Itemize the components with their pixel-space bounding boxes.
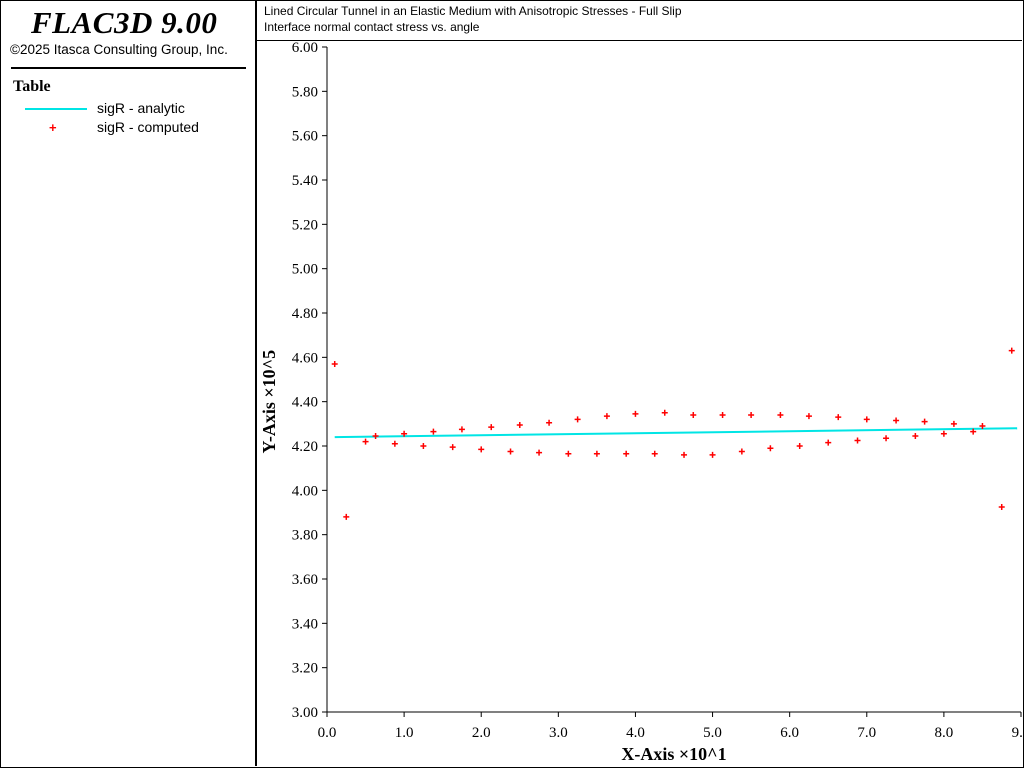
y-tick-label: 5.60 — [292, 129, 318, 145]
y-tick-label: 3.20 — [292, 661, 318, 677]
computed-data-point — [998, 503, 1005, 510]
x-tick-label: 4.0 — [626, 725, 645, 741]
y-tick-label: 3.40 — [292, 616, 318, 632]
computed-data-point — [805, 413, 812, 420]
x-tick-label: 5.0 — [703, 725, 722, 741]
data-series — [331, 347, 1018, 520]
y-tick-label: 4.20 — [292, 439, 318, 455]
y-tick-label: 4.40 — [292, 395, 318, 411]
computed-data-point — [343, 513, 350, 520]
computed-data-point — [883, 435, 890, 442]
legend-plus-marker-icon: + — [49, 120, 57, 135]
computed-data-point — [854, 437, 861, 444]
legend-line-swatch — [25, 108, 87, 110]
computed-data-point — [574, 416, 581, 423]
y-tick-label: 5.80 — [292, 84, 318, 100]
computed-data-point — [940, 430, 947, 437]
x-tick-label: 7.0 — [857, 725, 876, 741]
copyright-text: ©2025 Itasca Consulting Group, Inc. — [10, 42, 228, 57]
y-tick-label: 4.00 — [292, 483, 318, 499]
y-axis-label: Y-Axis ×10^5 — [259, 350, 279, 454]
legend-panel: FLAC3D 9.00 ©2025 Itasca Consulting Grou… — [1, 1, 257, 766]
x-tick-label: 1.0 — [395, 725, 414, 741]
computed-data-point — [391, 440, 398, 447]
computed-data-point — [796, 443, 803, 449]
computed-data-point — [516, 421, 523, 428]
axes — [322, 46, 1022, 717]
computed-data-point — [420, 443, 427, 449]
computed-data-point — [546, 419, 553, 426]
computed-data-point — [719, 411, 726, 418]
computed-data-point — [912, 433, 919, 440]
computed-data-point — [681, 451, 688, 458]
computed-data-point — [970, 428, 977, 435]
computed-data-point — [565, 450, 572, 457]
plot-subtitle: Interface normal contact stress vs. angl… — [264, 20, 480, 34]
y-tick-label: 4.60 — [292, 350, 318, 366]
computed-data-point — [979, 423, 986, 430]
computed-data-point — [536, 449, 543, 456]
computed-data-point — [401, 430, 408, 437]
computed-data-point — [651, 450, 658, 457]
x-tick-label: 9.0 — [1012, 725, 1022, 741]
computed-data-point — [767, 445, 774, 452]
y-tick-label: 4.80 — [292, 306, 318, 322]
chart-area: 3.00 3.20 3.40 3.60 3.80 4.00 4.20 4.40 4.60 4.80… — [259, 41, 1022, 764]
tick-labels: 3.00 3.20 3.40 3.60 3.80 4.00 4.20 4.40 4.60 4.80… — [292, 41, 1022, 741]
legend-item-computed: + sigR - computed — [1, 119, 251, 137]
computed-data-point — [950, 420, 957, 427]
legend-title: Table — [13, 78, 51, 95]
x-tick-label: 3.0 — [549, 725, 568, 741]
analytic-series-line — [334, 427, 1018, 439]
y-tick-label: 3.60 — [292, 572, 318, 588]
computed-data-point — [449, 444, 456, 451]
computed-data-point — [835, 414, 842, 421]
computed-data-point — [921, 418, 928, 425]
legend-label-analytic: sigR - analytic — [97, 100, 185, 116]
x-tick-label: 8.0 — [935, 725, 954, 741]
y-tick-label: 5.00 — [292, 262, 318, 278]
computed-data-point — [690, 411, 697, 418]
computed-data-point — [777, 411, 784, 418]
computed-data-point — [1008, 347, 1015, 354]
computed-data-point — [893, 417, 900, 424]
title-divider — [11, 67, 246, 69]
computed-data-point — [623, 450, 630, 457]
computed-data-point — [488, 424, 495, 431]
y-tick-label: 5.40 — [292, 173, 318, 189]
computed-data-point — [863, 416, 870, 423]
computed-data-point — [738, 448, 745, 455]
computed-data-point — [748, 411, 755, 418]
y-tick-label: 3.80 — [292, 528, 318, 544]
x-tick-label: 2.0 — [472, 725, 491, 741]
y-tick-label: 6.00 — [292, 41, 318, 56]
legend-label-computed: sigR - computed — [97, 119, 199, 135]
x-tick-label: 6.0 — [780, 725, 799, 741]
computed-data-point — [478, 446, 485, 453]
computed-data-point — [603, 413, 610, 420]
computed-data-point — [430, 428, 437, 435]
computed-data-point — [458, 426, 465, 433]
computed-data-point — [372, 433, 379, 440]
computed-data-point — [593, 450, 600, 457]
y-tick-label: 5.20 — [292, 217, 318, 233]
y-tick-label: 3.00 — [292, 705, 318, 721]
computed-data-point — [507, 448, 514, 455]
computed-data-point — [661, 409, 668, 416]
computed-data-point — [362, 438, 369, 445]
computed-data-point — [331, 360, 338, 367]
plot-header: Lined Circular Tunnel in an Elastic Medi… — [257, 1, 1022, 41]
app-title: FLAC3D 9.00 — [31, 5, 218, 40]
computed-data-point — [632, 410, 639, 417]
x-tick-label: 0.0 — [318, 725, 337, 741]
computed-data-point — [709, 451, 716, 458]
x-axis-label: X-Axis ×10^1 — [621, 744, 726, 764]
computed-data-point — [825, 439, 832, 446]
plot-title: Lined Circular Tunnel in an Elastic Medi… — [264, 4, 682, 18]
legend-item-analytic: sigR - analytic — [1, 100, 251, 118]
